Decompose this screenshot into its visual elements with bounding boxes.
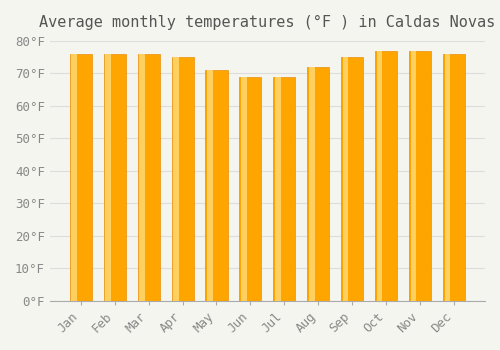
Bar bbox=[173, 57, 178, 301]
Bar bbox=[308, 67, 330, 301]
Bar bbox=[240, 77, 262, 301]
Bar bbox=[445, 54, 450, 301]
Bar bbox=[411, 51, 416, 301]
Bar bbox=[207, 70, 212, 301]
Bar bbox=[309, 67, 314, 301]
Bar bbox=[172, 57, 194, 301]
Bar bbox=[443, 54, 465, 301]
Bar bbox=[139, 54, 144, 301]
Bar bbox=[377, 51, 382, 301]
Bar bbox=[72, 54, 77, 301]
Bar bbox=[375, 51, 398, 301]
Title: Average monthly temperatures (°F ) in Caldas Novas: Average monthly temperatures (°F ) in Ca… bbox=[40, 15, 496, 30]
Bar bbox=[343, 57, 348, 301]
Bar bbox=[241, 77, 246, 301]
Bar bbox=[274, 77, 295, 301]
Bar bbox=[70, 54, 92, 301]
Bar bbox=[104, 54, 126, 301]
Bar bbox=[275, 77, 280, 301]
Bar bbox=[342, 57, 363, 301]
Bar bbox=[138, 54, 160, 301]
Bar bbox=[206, 70, 228, 301]
Bar bbox=[409, 51, 432, 301]
Bar bbox=[106, 54, 111, 301]
